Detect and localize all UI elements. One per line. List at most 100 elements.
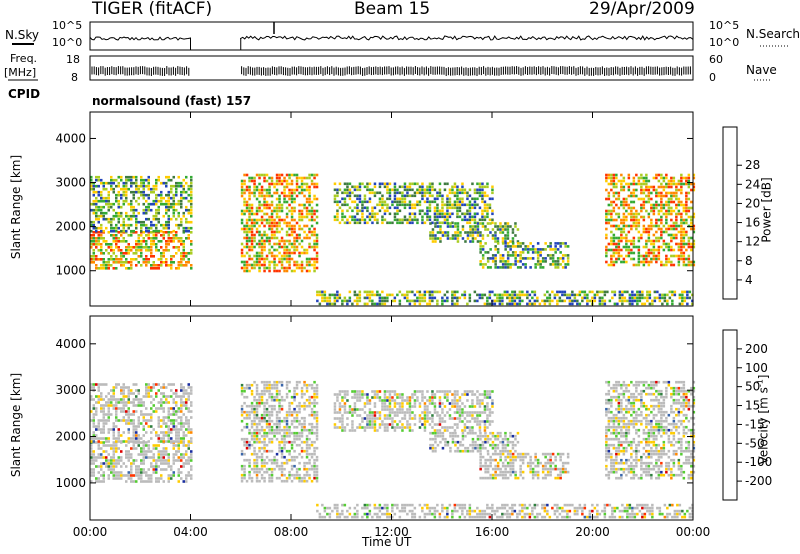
echo-cell xyxy=(250,437,254,441)
echo-cell xyxy=(610,173,613,177)
echo-cell xyxy=(504,234,507,237)
echo-cell xyxy=(298,218,301,222)
echo-cell xyxy=(275,413,279,417)
echo-cell xyxy=(313,269,316,273)
echo-cell xyxy=(117,447,120,450)
echo-cell xyxy=(273,398,276,402)
echo-cell xyxy=(553,293,557,297)
echo-cell xyxy=(551,254,555,257)
echo-cell xyxy=(160,261,163,264)
echo-cell xyxy=(102,267,105,270)
echo-cell xyxy=(647,254,651,258)
echo-cell xyxy=(92,220,95,224)
echo-cell xyxy=(263,173,266,177)
echo-cell xyxy=(245,233,249,237)
echo-cell xyxy=(125,474,128,477)
echo-cell xyxy=(140,184,143,188)
echo-cell xyxy=(496,293,499,297)
echo-cell xyxy=(137,202,140,206)
echo-cell xyxy=(632,224,636,228)
echo-cell xyxy=(670,239,673,243)
echo-cell xyxy=(526,293,529,297)
echo-cell xyxy=(612,248,616,252)
echo-cell xyxy=(145,264,148,267)
echo-cell xyxy=(92,459,95,462)
echo-cell xyxy=(135,208,138,212)
echo-cell xyxy=(336,417,339,420)
echo-cell xyxy=(190,459,193,462)
echo-cell xyxy=(657,209,661,213)
echo-cell xyxy=(672,209,676,213)
echo-cell xyxy=(677,188,681,192)
echo-cell xyxy=(526,257,530,260)
echo-cell xyxy=(499,231,502,234)
echo-cell xyxy=(152,447,155,450)
echo-cell xyxy=(285,386,289,390)
echo-cell xyxy=(293,425,296,429)
echo-cell xyxy=(162,410,165,413)
echo-cell xyxy=(313,263,316,267)
echo-cell xyxy=(310,386,314,390)
echo-cell xyxy=(692,239,696,243)
echo-cell xyxy=(295,416,299,420)
echo-cell xyxy=(97,217,100,221)
echo-cell xyxy=(97,422,100,425)
echo-cell xyxy=(652,248,656,252)
echo-cell xyxy=(313,197,316,201)
echo-cell xyxy=(692,176,696,180)
echo-cell xyxy=(175,453,178,456)
echo-cell xyxy=(268,383,271,387)
echo-cell xyxy=(263,230,266,234)
echo-cell xyxy=(665,203,668,207)
echo-cell xyxy=(152,459,155,462)
echo-cell xyxy=(248,209,251,213)
echo-cell xyxy=(310,425,314,429)
echo-cell xyxy=(479,242,482,245)
echo-cell xyxy=(253,212,256,216)
echo-cell xyxy=(260,458,264,462)
echo-cell xyxy=(105,465,108,468)
echo-cell xyxy=(564,254,567,257)
echo-cell xyxy=(145,386,148,389)
echo-cell xyxy=(678,296,682,300)
echo-cell xyxy=(513,293,517,297)
echo-cell xyxy=(107,444,110,447)
echo-cell xyxy=(341,302,344,306)
echo-cell xyxy=(511,242,515,245)
echo-cell xyxy=(612,242,616,246)
echo-cell xyxy=(416,188,419,192)
echo-cell xyxy=(245,218,249,222)
echo-cell xyxy=(275,431,279,435)
echo-cell xyxy=(167,193,170,197)
echo-cell xyxy=(305,428,309,432)
echo-cell xyxy=(165,243,168,246)
echo-cell xyxy=(258,242,261,246)
echo-cell xyxy=(258,404,261,408)
echo-cell xyxy=(263,188,266,192)
echo-cell xyxy=(298,404,301,408)
echo-cell xyxy=(263,260,266,264)
echo-cell xyxy=(253,458,256,462)
echo-cell xyxy=(278,269,281,273)
echo-cell xyxy=(180,261,183,264)
echo-cell xyxy=(260,221,264,225)
echo-cell xyxy=(92,450,95,453)
echo-cell xyxy=(640,197,643,201)
echo-cell xyxy=(511,299,514,303)
echo-cell xyxy=(190,389,193,392)
echo-cell xyxy=(245,422,249,426)
echo-cell xyxy=(576,302,579,306)
echo-cell xyxy=(456,228,460,231)
echo-cell xyxy=(97,231,100,234)
echo-cell xyxy=(275,419,279,423)
echo-cell xyxy=(373,185,377,189)
echo-cell xyxy=(612,179,616,183)
echo-cell xyxy=(105,217,108,221)
echo-cell xyxy=(255,263,259,267)
echo-cell xyxy=(90,419,93,422)
echo-cell xyxy=(426,200,429,204)
echo-cell xyxy=(142,468,145,471)
echo-cell xyxy=(511,231,515,234)
echo-cell xyxy=(338,411,342,414)
echo-cell xyxy=(147,178,150,182)
